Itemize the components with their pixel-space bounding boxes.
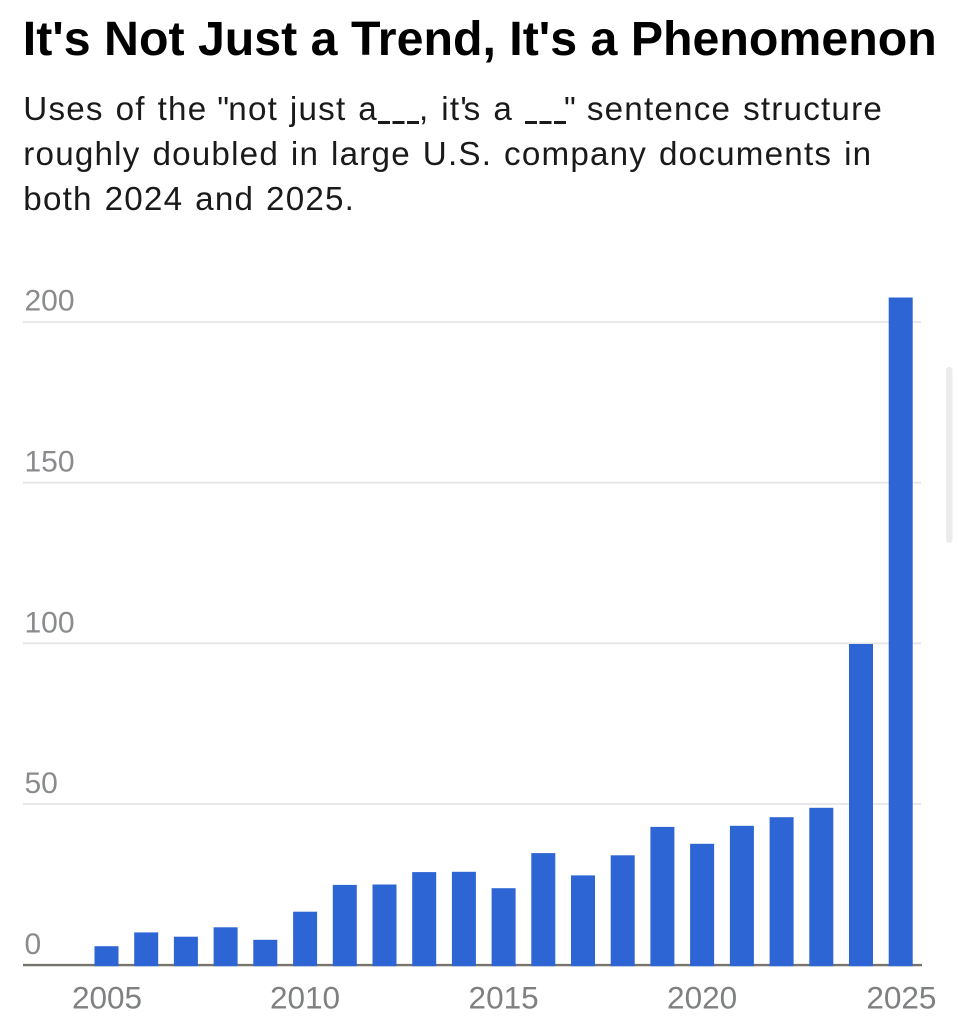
svg-text:2025: 2025 (866, 980, 936, 1016)
svg-text:2005: 2005 (72, 980, 142, 1016)
svg-text:100: 100 (25, 607, 75, 640)
svg-text:2010: 2010 (270, 980, 340, 1016)
svg-text:2020: 2020 (667, 980, 737, 1016)
svg-text:150: 150 (25, 446, 75, 479)
svg-text:200: 200 (25, 285, 75, 318)
svg-text:2015: 2015 (469, 980, 539, 1016)
svg-text:0: 0 (25, 928, 42, 961)
svg-text:50: 50 (25, 767, 58, 800)
